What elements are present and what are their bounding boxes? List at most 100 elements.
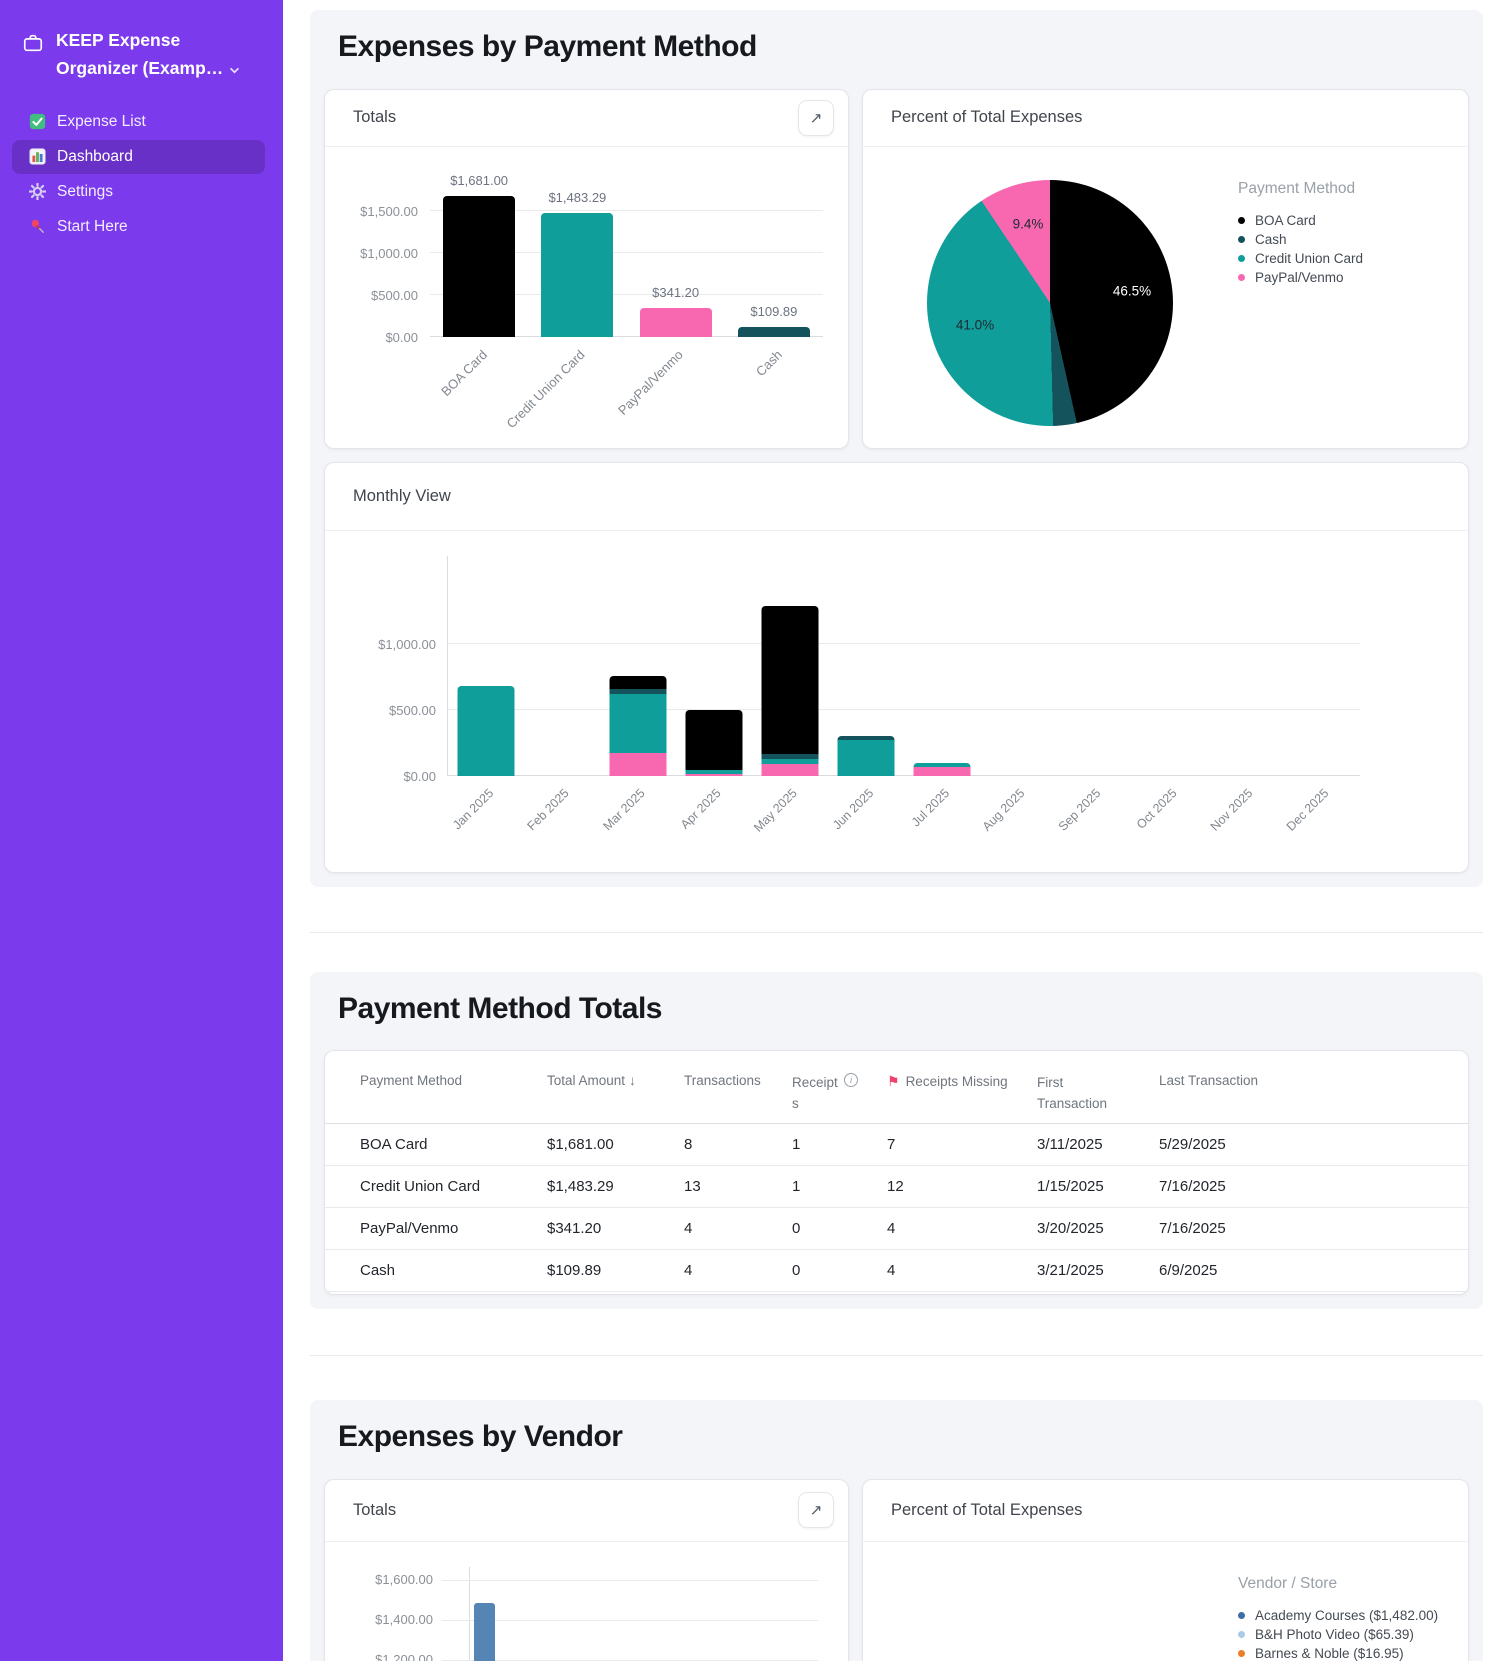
bar-credit-union-card[interactable]: [541, 212, 614, 337]
y-axis-line: [469, 1566, 470, 1661]
cell-total-amount: $109.89: [547, 1249, 684, 1292]
stacked-bar-jun-2025[interactable]: [837, 735, 895, 776]
column-header-transactions[interactable]: Transactions: [684, 1063, 792, 1124]
column-header-first-transaction[interactable]: First Transaction: [1037, 1063, 1159, 1124]
y-axis-tick-label: $1,500.00: [360, 204, 418, 220]
sidebar-item-settings[interactable]: Settings: [12, 175, 265, 209]
expand-chart-button[interactable]: ↗: [798, 99, 834, 136]
column-header-receipts[interactable]: Receipts i: [792, 1063, 887, 1124]
stacked-bar-mar-2025[interactable]: [609, 675, 667, 776]
segment-credit-union-card[interactable]: [837, 739, 895, 776]
cell-payment-method: PayPal/Venmo: [325, 1207, 547, 1250]
column-header-total-amount[interactable]: Total Amount ↓: [547, 1063, 684, 1124]
segment-credit-union-card[interactable]: [913, 763, 971, 767]
segment-cash[interactable]: [609, 689, 667, 695]
bar-slot: May 2025: [751, 556, 828, 834]
cell-receipts: 0: [792, 1207, 887, 1250]
pie-legend: Vendor / Store Academy Courses ($1,482.0…: [1238, 1575, 1438, 1661]
column-header-last-transaction[interactable]: Last Transaction: [1159, 1063, 1468, 1124]
sidebar-item-label: Expense List: [57, 112, 146, 130]
payment-totals-card: Totals ↗ $0.00 $500.00 $1,000.00 $1,500.00 $…: [324, 88, 849, 449]
cell-transactions: 8: [684, 1123, 792, 1166]
bar-cash[interactable]: [737, 327, 810, 337]
payment-method-pie[interactable]: [927, 179, 1173, 426]
stacked-bar-jul-2025[interactable]: [913, 763, 971, 776]
x-axis-tick-label: Aug 2025: [980, 785, 1028, 834]
column-header-receipts-missing[interactable]: ⚑ Receipts Missing: [887, 1063, 1037, 1124]
cell-first-transaction: 3/20/2025: [1037, 1207, 1159, 1250]
segment-boa-card[interactable]: [685, 709, 743, 771]
segment-cash[interactable]: [761, 753, 819, 760]
expand-chart-button[interactable]: ↗: [798, 1492, 834, 1528]
vendor-totals-card: Totals ↗ $1,600.00 $1,400.00 $1,200.00: [324, 1478, 849, 1661]
legend-item: PayPal/Venmo: [1238, 268, 1363, 287]
sidebar-item-start-here[interactable]: Start Here: [12, 210, 265, 244]
bars-row: $1,681.00 BOA Card $1,483.29 Credit Union C…: [430, 173, 823, 431]
cell-last-transaction: 5/29/2025: [1159, 1123, 1468, 1166]
segment-credit-union-card[interactable]: [685, 770, 743, 774]
segment-paypal-venmo[interactable]: [609, 753, 667, 776]
bars-row: Jan 2025 Feb 2025 Mar 2025 Apr 2025 May 2025…: [448, 556, 1360, 834]
stacked-bar-may-2025[interactable]: [761, 605, 819, 776]
cell-payment-method: BOA Card: [325, 1123, 547, 1166]
bar-slot: Sep 2025: [1056, 556, 1132, 834]
sidebar-item-expense-list[interactable]: Expense List: [12, 105, 265, 139]
bar-value-label: $341.20: [652, 285, 700, 301]
card-title: Percent of Total Expenses: [891, 1500, 1083, 1519]
column-header-payment-method[interactable]: Payment Method: [325, 1063, 547, 1124]
bar-academy-courses[interactable]: [474, 1603, 495, 1661]
expand-arrow-icon: ↗: [809, 1502, 823, 1519]
bar-chart-icon: [28, 148, 46, 165]
bar-slot: Jan 2025: [448, 556, 524, 832]
cell-receipts-missing: 12: [887, 1165, 1037, 1208]
stacked-bar-jan-2025[interactable]: [457, 685, 515, 776]
segment-credit-union-card[interactable]: [457, 685, 515, 776]
legend-item: B&H Photo Video ($65.39): [1238, 1625, 1438, 1644]
stacked-bar-apr-2025[interactable]: [685, 709, 743, 776]
legend-label: BOA Card: [1255, 212, 1316, 228]
bar-slot: Apr 2025: [676, 556, 752, 831]
table-header-row: Payment Method Total Amount ↓ Transaction…: [325, 1063, 1468, 1124]
bar-slot: Mar 2025: [600, 556, 676, 833]
section-expenses-by-vendor: Expenses by Vendor Totals ↗ $1,600.00 $1,…: [310, 1400, 1483, 1661]
payment-pie-body: 46.5% 41.0% 9.4% Payment Method BOA Card Ca…: [863, 147, 1468, 449]
x-axis-tick-label: Nov 2025: [1208, 785, 1256, 834]
pie-slice-label: 9.4%: [1012, 216, 1044, 231]
x-axis-tick-label: Sep 2025: [1056, 785, 1104, 834]
legend-dot: [1238, 216, 1245, 224]
bar-paypal-venmo[interactable]: [639, 308, 712, 337]
segment-credit-union-card[interactable]: [609, 694, 667, 754]
legend-dot: [1238, 1630, 1245, 1638]
y-axis-tick-label: $1,000.00: [360, 246, 418, 262]
vendor-percent-card: Percent of Total Expenses Vendor / Store…: [862, 1478, 1469, 1661]
bar-value-label: $1,681.00: [450, 173, 509, 189]
x-axis-tick-label: Jun 2025: [829, 785, 876, 832]
bar-slot: $1,681.00 BOA Card: [430, 173, 528, 398]
card-title: Monthly View: [353, 486, 451, 505]
monthly-view-plot: $0.00 $500.00 $1,000.00 Jan 2025 Feb 2025 Mar…: [378, 555, 1360, 834]
x-axis-tick-label: Mar 2025: [600, 785, 648, 833]
bar-slot: Nov 2025: [1208, 556, 1284, 834]
pie-slice-label: 46.5%: [1112, 283, 1152, 298]
segment-boa-card[interactable]: [761, 605, 819, 754]
x-axis-tick-label: Cash: [752, 346, 785, 379]
segment-boa-card[interactable]: [609, 675, 667, 690]
cell-first-transaction: 1/15/2025: [1037, 1165, 1159, 1208]
sidebar-item-dashboard[interactable]: Dashboard: [12, 139, 265, 174]
segment-cash[interactable]: [837, 735, 895, 740]
legend-dot: [1238, 273, 1245, 281]
gridline: [430, 252, 823, 254]
segment-paypal-venmo[interactable]: [761, 763, 819, 776]
info-icon[interactable]: i: [844, 1073, 858, 1087]
cell-receipts-missing: 4: [887, 1249, 1037, 1292]
bar-boa-card[interactable]: [443, 196, 516, 337]
section-divider: [310, 1355, 1483, 1356]
table-row: PayPal/Venmo $341.20 4 0 4 3/20/2025 7/1…: [325, 1207, 1468, 1250]
cell-receipts: 1: [792, 1123, 887, 1166]
segment-paypal-venmo[interactable]: [685, 773, 743, 776]
y-axis-tick-label: $1,000.00: [378, 636, 436, 652]
segment-credit-union-card[interactable]: [761, 759, 819, 764]
segment-paypal-venmo[interactable]: [913, 766, 971, 776]
workspace-switcher[interactable]: KEEP Expense Organizer (Examp…: [0, 26, 283, 83]
card-title: Totals: [353, 108, 397, 126]
